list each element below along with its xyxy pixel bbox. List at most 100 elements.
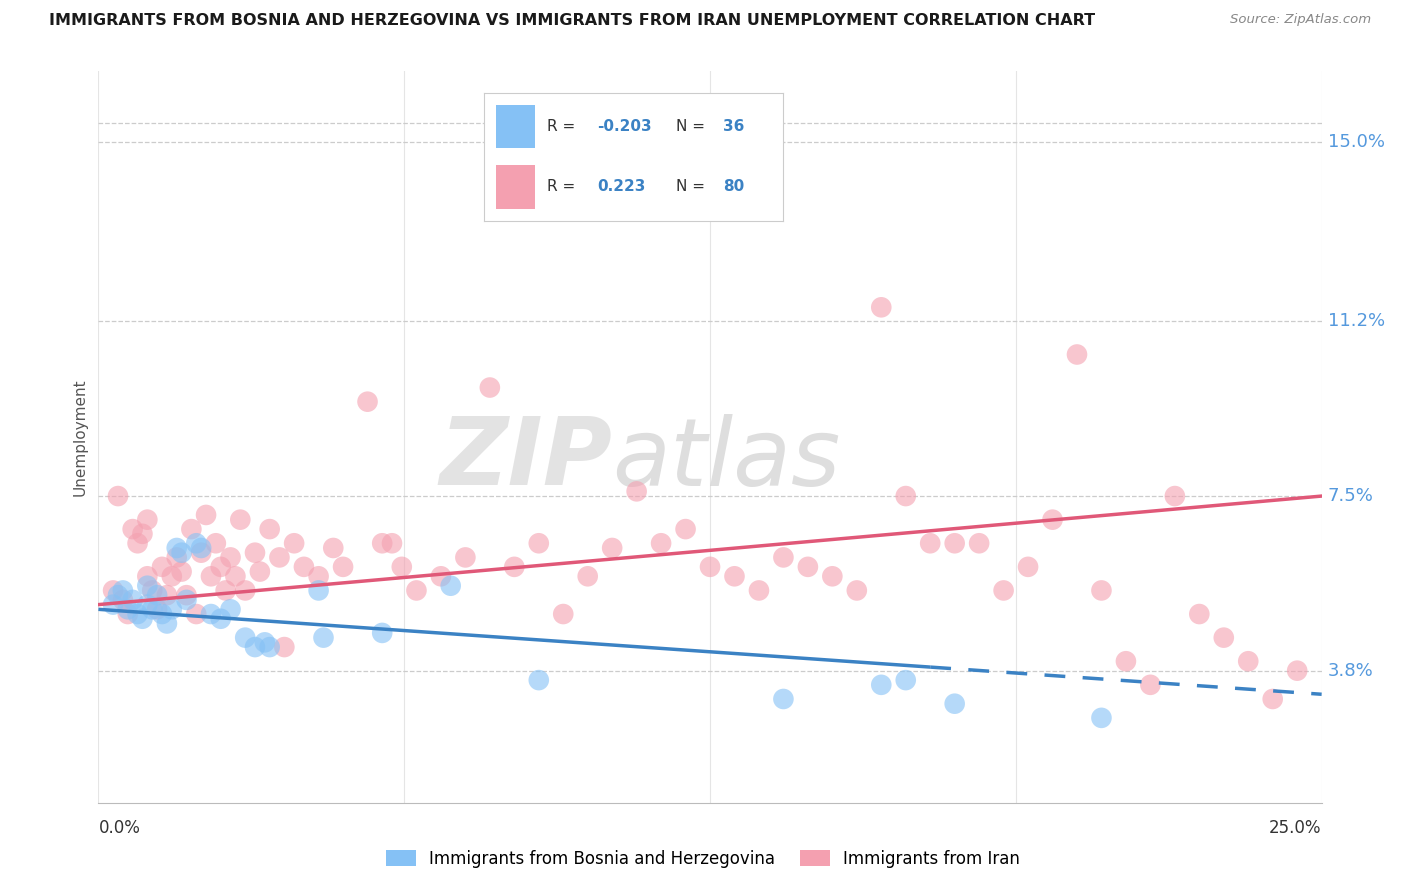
Point (229, 513, 252, 527)
Point (1115, 654, 1137, 668)
Point (101, 598, 124, 612)
Point (200, 607, 222, 621)
Point (176, 593, 198, 607)
Point (136, 569, 159, 583)
Point (527, 536, 550, 550)
Text: 15.0%: 15.0% (1327, 133, 1385, 151)
Point (503, 559, 526, 574)
Point (156, 588, 179, 602)
Point (190, 541, 212, 555)
Text: 7.5%: 7.5% (1327, 487, 1374, 505)
Point (322, 541, 344, 555)
Point (600, 541, 623, 555)
Point (101, 583, 124, 598)
Point (1212, 631, 1234, 645)
Point (233, 583, 256, 598)
Text: ZIP: ZIP (439, 413, 612, 505)
Point (292, 559, 315, 574)
Point (772, 692, 794, 706)
Text: 11.2%: 11.2% (1327, 312, 1385, 330)
Point (391, 559, 413, 574)
Point (553, 607, 575, 621)
Point (943, 536, 966, 550)
Point (440, 579, 463, 593)
Point (1237, 654, 1260, 668)
Point (219, 602, 242, 616)
Point (699, 559, 721, 574)
Point (111, 583, 134, 598)
Point (283, 536, 305, 550)
Point (249, 565, 271, 579)
Point (308, 583, 330, 598)
Point (107, 489, 129, 503)
Point (166, 541, 188, 555)
Legend: Immigrants from Bosnia and Herzegovina, Immigrants from Iran: Immigrants from Bosnia and Herzegovina, … (380, 844, 1026, 875)
Point (356, 394, 378, 409)
Point (180, 522, 202, 536)
Point (1090, 583, 1112, 598)
Point (675, 522, 697, 536)
Point (127, 607, 149, 621)
Point (1042, 513, 1064, 527)
Text: atlas: atlas (612, 414, 841, 505)
Point (371, 626, 394, 640)
Point (205, 536, 228, 550)
Point (146, 588, 169, 602)
Point (209, 612, 232, 626)
Point (478, 380, 501, 394)
Point (273, 640, 295, 654)
Point (967, 536, 990, 550)
Point (224, 569, 246, 583)
Point (332, 559, 354, 574)
Point (920, 536, 942, 550)
Point (176, 588, 198, 602)
Point (136, 513, 159, 527)
Point (160, 569, 183, 583)
Point (160, 602, 183, 616)
Point (454, 550, 477, 565)
Point (381, 536, 404, 550)
Point (894, 489, 917, 503)
Point (141, 602, 163, 616)
Point (1164, 489, 1187, 503)
Point (821, 569, 844, 583)
Point (845, 583, 868, 598)
Point (993, 583, 1015, 598)
Point (107, 588, 129, 602)
Point (200, 569, 222, 583)
Point (797, 559, 820, 574)
Point (253, 635, 276, 649)
Point (190, 546, 212, 560)
Point (430, 569, 453, 583)
Point (269, 550, 291, 565)
Point (576, 569, 599, 583)
Point (243, 546, 266, 560)
Point (195, 508, 218, 522)
Point (214, 583, 236, 598)
Text: 3.8%: 3.8% (1327, 662, 1374, 680)
Point (170, 565, 193, 579)
Point (723, 569, 745, 583)
Point (233, 631, 256, 645)
Point (259, 522, 281, 536)
Point (1261, 692, 1284, 706)
Point (121, 522, 143, 536)
Point (111, 593, 134, 607)
Point (1286, 664, 1309, 678)
Point (308, 569, 330, 583)
Point (870, 301, 893, 315)
Point (166, 550, 188, 565)
Point (146, 602, 169, 616)
Point (371, 536, 394, 550)
Point (312, 631, 335, 645)
Y-axis label: Unemployment: Unemployment (72, 378, 87, 496)
Point (136, 579, 159, 593)
Point (650, 536, 672, 550)
Text: 0.0%: 0.0% (98, 820, 141, 838)
Point (943, 697, 966, 711)
Point (150, 559, 173, 574)
Point (127, 536, 149, 550)
Point (405, 583, 427, 598)
Point (117, 602, 139, 616)
Point (131, 526, 153, 541)
